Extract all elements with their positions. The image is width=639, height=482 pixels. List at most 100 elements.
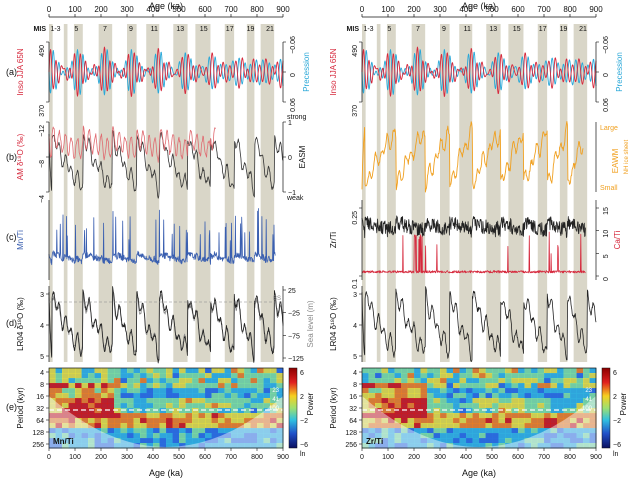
wavelet-cell bbox=[544, 413, 551, 419]
wavelet-cell bbox=[81, 378, 89, 384]
wavelet-cell bbox=[524, 388, 532, 394]
wavelet-cell bbox=[257, 383, 264, 389]
wavelet-cell bbox=[485, 428, 493, 434]
wavelet-cell bbox=[101, 438, 108, 444]
wavelet-cell bbox=[498, 393, 506, 399]
wavelet-cell bbox=[218, 408, 225, 414]
a-left-tick-label: 370 bbox=[352, 105, 359, 117]
wavelet-cell bbox=[479, 368, 486, 374]
wavelet-cell bbox=[276, 423, 284, 429]
e-x-tick-label: 600 bbox=[512, 454, 524, 461]
wavelet-cell bbox=[498, 418, 506, 424]
interglacial-band bbox=[98, 24, 113, 362]
wavelet-cell bbox=[505, 408, 512, 414]
wavelet-cell bbox=[368, 443, 376, 449]
wavelet-cell bbox=[570, 378, 577, 384]
wavelet-cell bbox=[544, 418, 551, 424]
colorbar-tick-label: 6 bbox=[613, 370, 617, 377]
wavelet-cell bbox=[394, 428, 402, 434]
wavelet-cell bbox=[518, 403, 525, 409]
wavelet-cell bbox=[192, 368, 199, 374]
colorbar-tick-label: 2 bbox=[300, 394, 304, 401]
panel-letter: (b) bbox=[6, 152, 17, 162]
wavelet-cell bbox=[75, 443, 82, 449]
wavelet-cell bbox=[211, 413, 219, 419]
wavelet-cell bbox=[244, 388, 251, 394]
wavelet-cell bbox=[472, 403, 480, 409]
insolation-line bbox=[48, 46, 284, 98]
period-label: 23 bbox=[585, 388, 592, 394]
wavelet-cell bbox=[179, 373, 186, 379]
wavelet-cell bbox=[185, 393, 193, 399]
wavelet-cell bbox=[218, 378, 225, 384]
wavelet-cell bbox=[394, 383, 402, 389]
wavelet-cell bbox=[81, 438, 89, 444]
wavelet-cell bbox=[101, 428, 108, 434]
d-left-tick-label: 5 bbox=[40, 354, 44, 361]
wavelet-cell bbox=[153, 443, 160, 449]
wavelet-cell bbox=[511, 443, 519, 449]
a-left-tick-label: 370 bbox=[39, 105, 46, 117]
wavelet-cell bbox=[133, 438, 141, 444]
wavelet-cell bbox=[218, 438, 225, 444]
e-y-tick-label: 8 bbox=[353, 382, 357, 389]
wavelet-cell bbox=[505, 398, 512, 404]
b-left-axis-title: AM δ¹⁸O (‰) bbox=[16, 133, 25, 180]
wavelet-cell bbox=[218, 388, 225, 394]
wavelet-cell bbox=[49, 373, 56, 379]
wavelet-cell bbox=[544, 428, 551, 434]
wavelet-cell bbox=[62, 418, 69, 424]
wavelet-cell bbox=[440, 403, 447, 409]
wavelet-cell bbox=[224, 393, 232, 399]
colorbar-unit: ln bbox=[300, 451, 306, 458]
e-y-tick-label: 4 bbox=[40, 370, 44, 377]
wavelet-cell bbox=[263, 368, 271, 374]
wavelet-cell bbox=[362, 373, 369, 379]
wavelet-cell bbox=[492, 373, 499, 379]
wavelet-cell bbox=[68, 368, 76, 374]
wavelet-cell bbox=[466, 433, 473, 439]
wavelet-cell bbox=[198, 398, 206, 404]
wavelet-cell bbox=[88, 368, 95, 374]
wavelet-cell bbox=[68, 418, 76, 424]
wavelet-cell bbox=[583, 443, 590, 449]
wavelet-cell bbox=[127, 403, 134, 409]
wavelet-cell bbox=[75, 433, 82, 439]
wavelet-cell bbox=[205, 373, 212, 379]
wavelet-cell bbox=[107, 443, 115, 449]
wavelet-cell bbox=[368, 433, 376, 439]
wavelet-cell bbox=[375, 418, 382, 424]
wavelet-cell bbox=[133, 433, 141, 439]
wavelet-cell bbox=[172, 383, 180, 389]
wavelet-cell bbox=[531, 413, 538, 419]
wavelet-cell bbox=[570, 373, 577, 379]
wavelet-cell bbox=[381, 433, 389, 439]
wavelet-cell bbox=[166, 443, 173, 449]
wavelet-cell bbox=[120, 413, 128, 419]
wavelet-cell bbox=[492, 383, 499, 389]
wavelet-cell bbox=[505, 443, 512, 449]
wavelet-cell bbox=[75, 408, 82, 414]
wavelet-cell bbox=[159, 423, 167, 429]
wavelet-cell bbox=[362, 443, 369, 449]
wavelet-cell bbox=[563, 408, 571, 414]
wavelet-cell bbox=[237, 438, 245, 444]
wavelet-cell bbox=[524, 383, 532, 389]
wavelet-cell bbox=[557, 398, 564, 404]
lr04-line bbox=[361, 286, 597, 362]
wavelet-cell bbox=[550, 393, 558, 399]
wavelet-cell bbox=[185, 403, 193, 409]
wavelet-cell bbox=[146, 388, 154, 394]
wavelet-cell bbox=[570, 423, 577, 429]
wavelet-cell bbox=[531, 378, 538, 384]
wavelet-cell bbox=[68, 383, 76, 389]
mis-stage-label: 1-3 bbox=[363, 26, 373, 33]
interglacial-band bbox=[440, 24, 450, 362]
wavelet-cell bbox=[49, 393, 56, 399]
wavelet-cell bbox=[198, 418, 206, 424]
wavelet-cell bbox=[531, 398, 538, 404]
wavelet-cell bbox=[492, 443, 499, 449]
wavelet-cell bbox=[479, 403, 486, 409]
wavelet-cell bbox=[433, 408, 441, 414]
b-right-axis-title: EAWM bbox=[611, 148, 620, 173]
